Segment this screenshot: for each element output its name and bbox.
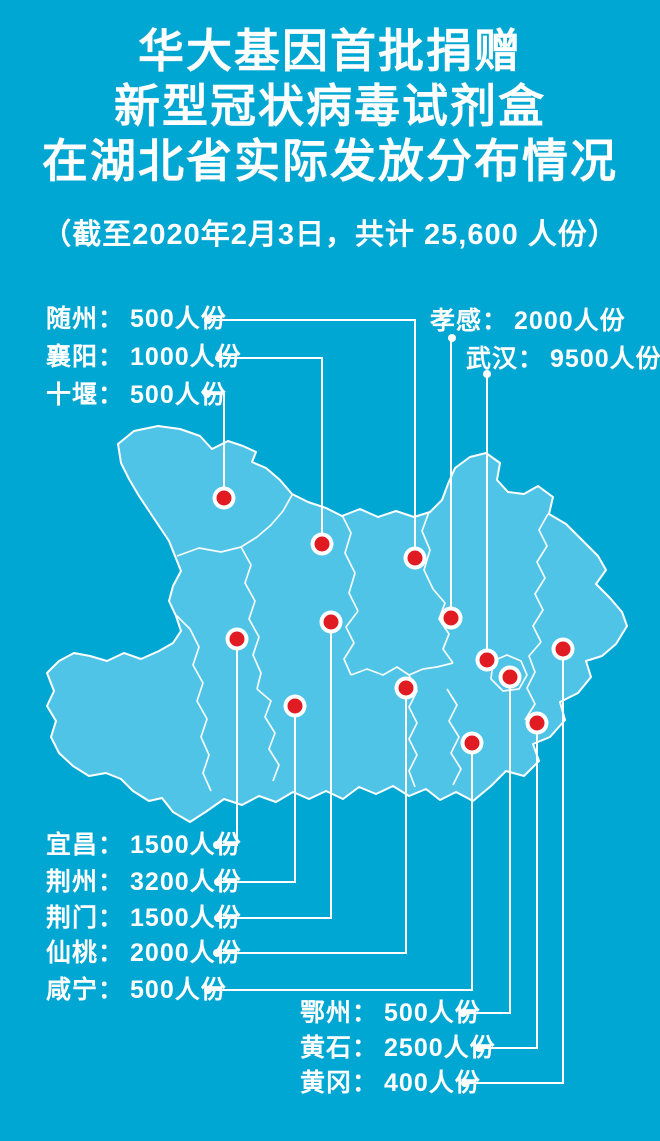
city-dot-jingzhou <box>283 694 307 718</box>
leader-line-shiyan <box>207 393 225 498</box>
city-dot-marker-jingmen <box>323 614 339 630</box>
leader-line-yichang <box>217 639 238 846</box>
city-dot-marker-ezhou <box>502 669 518 685</box>
label-anchor-dot-huangshi <box>475 1044 483 1052</box>
label-anchor-dot-wuhan <box>483 370 491 378</box>
city-dots <box>212 486 575 755</box>
city-dot-huanggang <box>551 637 575 661</box>
leader-line-xiangyang <box>219 357 323 544</box>
poster-subtitle: （截至2020年2月3日，共计 25,600 人份） <box>42 219 618 251</box>
label-anchor-dot-xiangyang <box>215 354 223 362</box>
title-line-3: 在湖北省实际发放分布情况 <box>42 135 618 187</box>
city-dot-suizhou <box>403 546 427 570</box>
city-dot-marker-wuhan <box>479 652 495 668</box>
city-dot-marker-huangshi <box>529 715 545 731</box>
leader-line-ezhou <box>463 677 511 1014</box>
label-anchor-dot-yichang <box>213 841 221 849</box>
label-anchor-dot-huanggang <box>461 1079 469 1087</box>
city-dot-wuhan <box>475 648 499 672</box>
city-dot-xianning <box>460 731 484 755</box>
leader-line-jingzhou <box>218 706 296 883</box>
city-dot-yichang <box>225 627 249 651</box>
city-dot-huangshi <box>525 711 549 735</box>
leader-line-xianning <box>208 743 473 991</box>
title-line-2: 新型冠状病毒试剂盒 <box>114 80 546 132</box>
city-dot-marker-huanggang <box>555 641 571 657</box>
city-dot-xiaogan <box>439 606 463 630</box>
leader-line-huangshi <box>479 723 538 1049</box>
city-dot-marker-shiyan <box>216 490 232 506</box>
city-dot-marker-jingzhou <box>287 698 303 714</box>
city-dot-jingmen <box>319 610 343 634</box>
anchor-dots <box>203 316 491 1087</box>
label-anchor-dot-jingzhou <box>214 878 222 886</box>
city-dot-ezhou <box>498 665 522 689</box>
city-dot-marker-xiangyang <box>314 536 330 552</box>
city-dot-marker-yichang <box>229 631 245 647</box>
city-dot-marker-xianning <box>464 735 480 751</box>
leader-lines <box>207 319 564 1084</box>
label-anchor-dot-xianning <box>204 986 212 994</box>
leader-line-jingmen <box>218 622 332 919</box>
city-dot-shiyan <box>212 486 236 510</box>
title-line-1: 华大基因首批捐赠 <box>138 25 522 77</box>
label-anchor-dot-shiyan <box>203 390 211 398</box>
city-dot-marker-suizhou <box>407 550 423 566</box>
leader-line-xiantao <box>217 688 407 954</box>
poster-title: 华大基因首批捐赠 新型冠状病毒试剂盒 在湖北省实际发放分布情况 <box>0 24 660 189</box>
leader-line-suizhou <box>208 319 416 558</box>
label-anchor-dot-ezhou <box>459 1009 467 1017</box>
label-anchor-dot-xiantao <box>213 949 221 957</box>
city-dot-xiangyang <box>310 532 334 556</box>
leader-line-xiaogan <box>450 337 452 618</box>
label-anchor-dot-jingmen <box>214 914 222 922</box>
label-anchor-dot-suizhou <box>204 316 212 324</box>
city-dot-marker-xiaogan <box>443 610 459 626</box>
city-dot-xiantao <box>394 676 418 700</box>
city-dot-marker-xiantao <box>398 680 414 696</box>
leader-line-huanggang <box>465 649 564 1084</box>
label-anchor-dot-xiaogan <box>448 334 456 342</box>
